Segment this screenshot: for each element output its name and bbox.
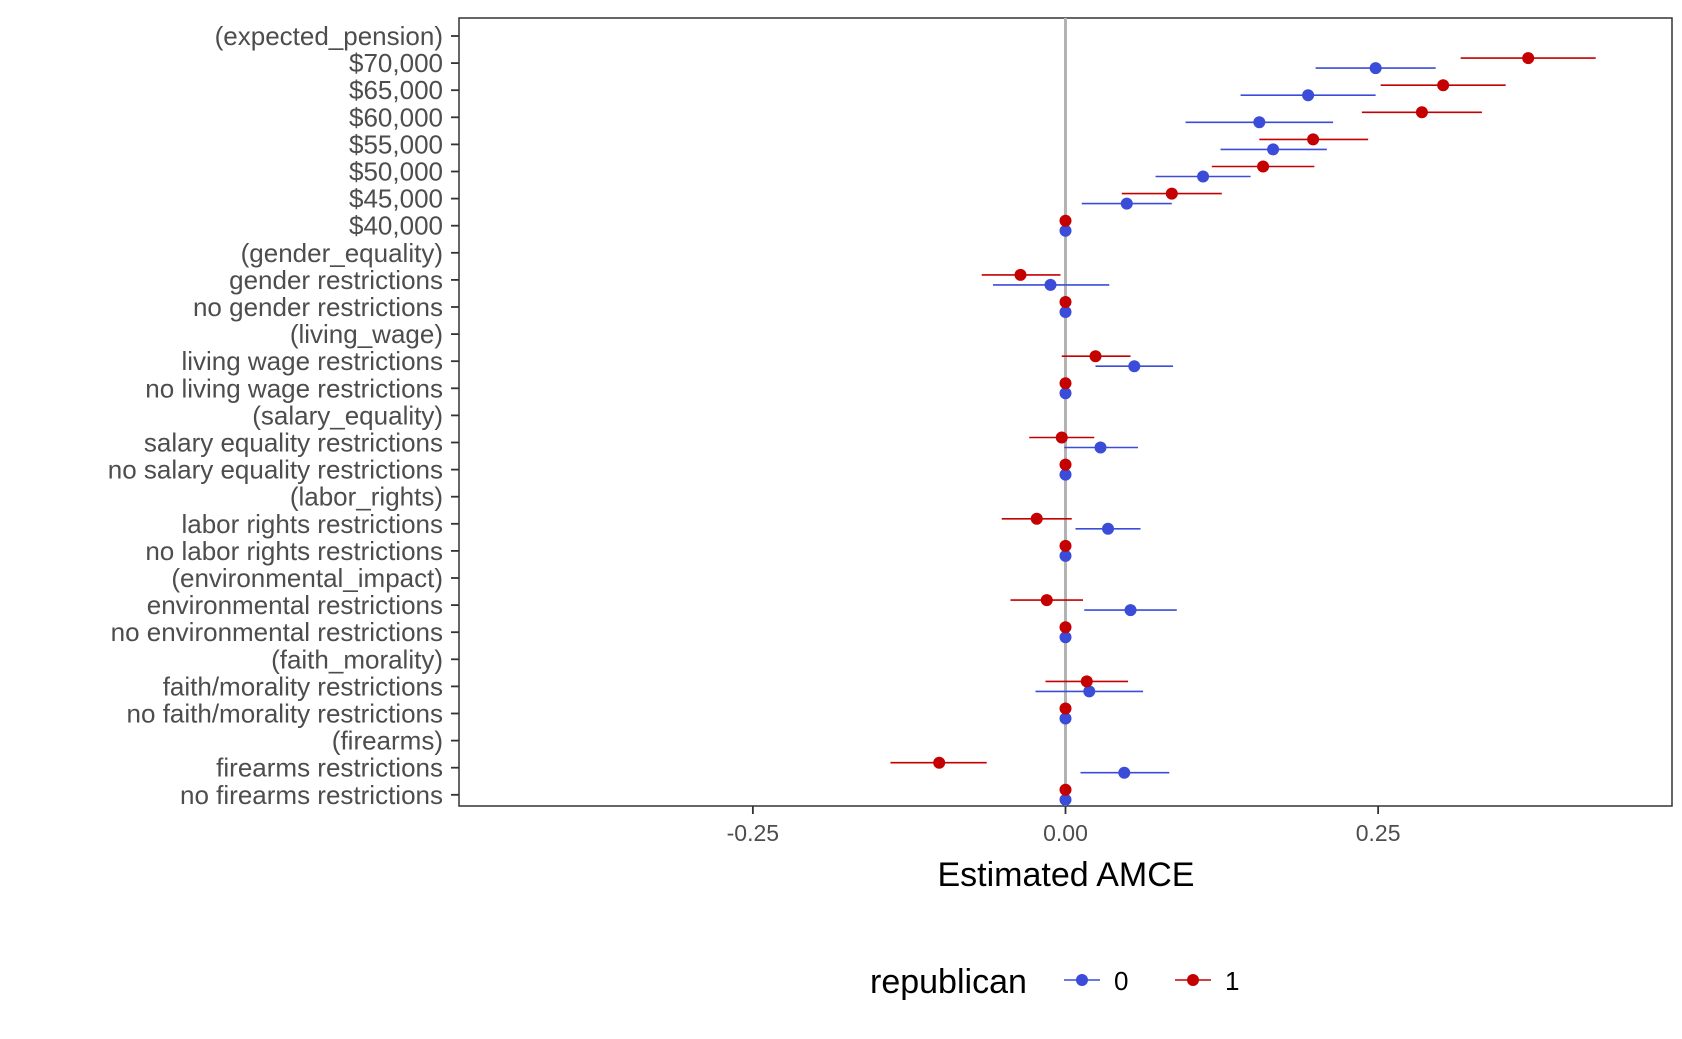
point-series-1	[1437, 79, 1450, 92]
x-axis-title: Estimated AMCE	[938, 856, 1195, 894]
legend-title: republican	[870, 963, 1027, 1001]
point-series-0	[1044, 278, 1057, 291]
y-tick-label: no gender restrictions	[193, 292, 443, 322]
point-series-1	[1089, 350, 1102, 363]
y-tick-label: $50,000	[349, 157, 443, 187]
point-series-1	[1522, 52, 1535, 65]
legend-label-0: 0	[1114, 966, 1128, 996]
y-tick-label: salary equality restrictions	[144, 428, 443, 458]
point-series-1	[1055, 431, 1068, 444]
point-series-0	[1083, 685, 1096, 698]
y-tick-label: no labor rights restrictions	[145, 536, 443, 566]
y-tick-label: gender restrictions	[229, 265, 443, 295]
y-tick-label: $40,000	[349, 211, 443, 241]
point-series-1	[1165, 187, 1178, 200]
x-tick-label: 0.00	[1043, 820, 1088, 846]
y-tick-label: $45,000	[349, 184, 443, 214]
y-tick-label: (salary_equality)	[252, 400, 443, 430]
point-series-1	[1059, 539, 1072, 552]
y-tick-label: faith/morality restrictions	[163, 671, 443, 701]
legend-key-point-1	[1187, 974, 1199, 986]
point-series-0	[1267, 143, 1280, 156]
x-tick-label: -0.25	[727, 820, 779, 846]
point-series-0	[1059, 387, 1072, 400]
legend-key-point-0	[1076, 974, 1088, 986]
point-series-0	[1302, 89, 1315, 102]
point-series-0	[1253, 116, 1266, 129]
point-series-1	[1059, 621, 1072, 634]
point-series-1	[1059, 458, 1072, 471]
point-series-1	[1059, 296, 1072, 308]
point-series-0	[1094, 441, 1107, 454]
point-series-1	[1059, 377, 1072, 390]
x-tick-label: 0.25	[1356, 820, 1401, 846]
point-series-0	[1059, 712, 1072, 725]
y-tick-label: (firearms)	[332, 726, 443, 756]
point-series-0	[1059, 793, 1072, 806]
y-tick-label: $60,000	[349, 102, 443, 132]
point-series-1	[1059, 783, 1072, 796]
x-axis: -0.25 0.00 0.25	[727, 806, 1401, 846]
y-tick-label: no faith/morality restrictions	[127, 699, 443, 729]
y-tick-label: labor rights restrictions	[181, 509, 443, 539]
point-series-1	[1080, 675, 1093, 688]
legend-label-1: 1	[1225, 966, 1239, 996]
point-series-1	[1059, 702, 1072, 715]
y-tick-label: no living wage restrictions	[145, 373, 443, 403]
point-series-1	[1040, 594, 1053, 607]
y-tick-label: (labor_rights)	[290, 482, 443, 512]
y-tick-label: no environmental restrictions	[111, 617, 443, 647]
point-series-0	[1197, 170, 1210, 183]
y-tick-label: (environmental_impact)	[171, 563, 443, 593]
y-tick-label: firearms restrictions	[216, 753, 443, 783]
point-series-0	[1120, 197, 1133, 210]
point-series-0	[1059, 631, 1072, 644]
y-tick-label: living wage restrictions	[181, 346, 443, 376]
point-series-1	[1307, 133, 1320, 146]
y-tick-label: no salary equality restrictions	[108, 455, 443, 485]
point-series-1	[1059, 214, 1072, 227]
point-series-0	[1124, 604, 1137, 617]
point-series-1	[1415, 106, 1428, 119]
point-series-1	[1014, 268, 1027, 281]
point-series-1	[1257, 160, 1270, 173]
point-series-0	[1059, 306, 1072, 318]
point-series-1	[933, 756, 946, 769]
point-series-0	[1102, 522, 1115, 535]
y-tick-label: $65,000	[349, 75, 443, 105]
y-tick-label: (faith_morality)	[271, 644, 443, 674]
point-series-0	[1369, 62, 1382, 75]
point-series-0	[1059, 224, 1072, 237]
plot-marks	[890, 52, 1596, 806]
point-series-1	[1030, 512, 1043, 525]
y-tick-label: $70,000	[349, 48, 443, 78]
point-series-0	[1128, 360, 1141, 373]
y-tick-label: (gender_equality)	[241, 238, 443, 268]
y-tick-label: environmental restrictions	[147, 590, 443, 620]
point-series-0	[1059, 549, 1072, 562]
y-tick-label: (living_wage)	[290, 319, 443, 349]
y-tick-label: $55,000	[349, 129, 443, 159]
y-tick-label: no firearms restrictions	[180, 780, 443, 810]
y-axis: (expected_pension)$70,000$65,000$60,000$…	[108, 21, 459, 810]
y-tick-label: (expected_pension)	[215, 21, 443, 51]
point-series-0	[1059, 468, 1072, 481]
point-series-0	[1118, 766, 1131, 779]
legend: republican 0 1	[870, 963, 1239, 1001]
